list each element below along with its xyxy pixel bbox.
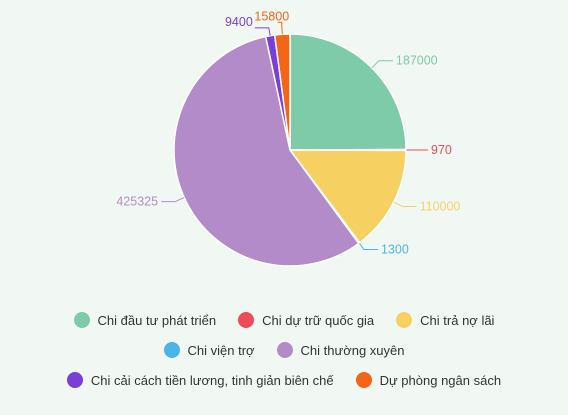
leader-line-chi-vien-tro — [358, 242, 378, 251]
data-label-chi-dau-tu-phat-trien: 187000 — [396, 54, 438, 68]
data-label-chi-du-tru-quoc-gia: 970 — [431, 143, 452, 157]
legend-swatch — [276, 342, 293, 358]
legend-item-chi-vien-tro[interactable]: Chi viện trợ — [163, 342, 255, 358]
legend-item-du-phong-ngan-sach[interactable]: Dự phòng ngân sách — [355, 372, 502, 388]
legend-label: Chi dự trữ quốc gia — [262, 312, 375, 328]
legend-item-chi-tra-no-lai[interactable]: Chi trả nợ lãi — [396, 312, 494, 328]
legend-label: Dự phòng ngân sách — [379, 372, 502, 388]
pie-plot: 187000 970 110000 1300 425325 9400 15800 — [116, 9, 461, 267]
legend-label: Chi cải cách tiền lương, tinh giản biên … — [90, 372, 334, 388]
legend-swatch — [73, 312, 90, 328]
leader-line-chi-tra-no-lai — [393, 201, 417, 208]
leader-line-chi-dau-tu-phat-trien — [371, 60, 393, 69]
legend-swatch — [163, 342, 180, 358]
data-label-chi-thuong-xuyen: 425325 — [116, 195, 158, 209]
legend-label: Chi thường xuyên — [300, 342, 405, 358]
legend-label: Chi viện trợ — [187, 342, 255, 358]
legend-swatch — [238, 312, 255, 328]
legend-item-chi-thuong-xuyen[interactable]: Chi thường xuyên — [276, 342, 405, 358]
pie-slice-chi-dau-tu-phat-trien — [289, 33, 407, 151]
data-label-chi-tra-no-lai: 110000 — [420, 200, 461, 214]
legend-item-chi-cai-cach-tien-luong-tinh-gian-bien-che[interactable]: Chi cải cách tiền lương, tinh giản biên … — [66, 372, 334, 388]
legend-label: Chi đầu tư phát triển — [97, 312, 217, 328]
legend-item-chi-du-tru-quoc-gia[interactable]: Chi dự trữ quốc gia — [238, 312, 374, 328]
leader-line-du-phong-ngan-sach — [277, 21, 283, 35]
data-label-chi-vien-tro: 1300 — [381, 243, 409, 257]
legend-swatch — [66, 372, 83, 388]
data-label-du-phong-ngan-sach: 15800 — [254, 9, 289, 23]
data-label-chi-cai-cach-tien-luong-tinh-gian-bien-che: 9400 — [225, 15, 253, 29]
legend-swatch — [355, 372, 372, 388]
legend-swatch — [396, 312, 413, 328]
legend-label: Chi trả nợ lãi — [420, 312, 495, 328]
pie-slice-chi-thuong-xuyen — [173, 35, 360, 267]
legend: Chi đầu tư phát triển Chi dự trữ quốc gia… — [0, 312, 568, 388]
leader-line-chi-thuong-xuyen — [161, 197, 185, 203]
pie-slice-du-phong-ngan-sach — [273, 33, 291, 151]
legend-item-chi-dau-tu-phat-trien[interactable]: Chi đầu tư phát triển — [73, 312, 217, 328]
leader-line-chi-cai-cach-tien-luong-tinh-gian-bien-che — [254, 27, 271, 36]
